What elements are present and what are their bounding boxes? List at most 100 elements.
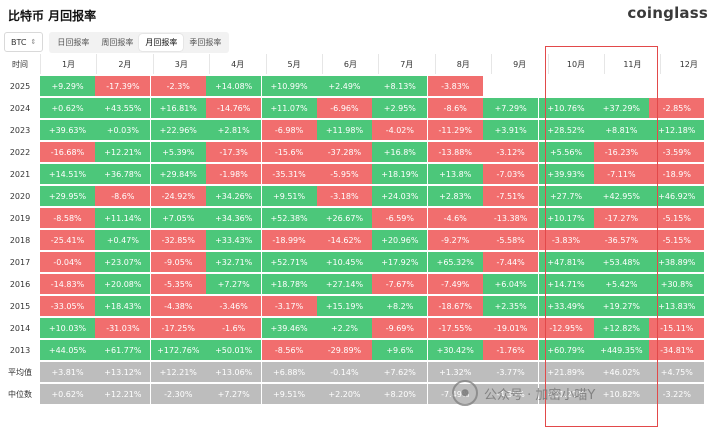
- table-row: 2018 -25.41% +0.47% -32.85% +33.43% -18.99% -1…: [0, 230, 720, 250]
- table-cell: -14.76%: [206, 98, 262, 118]
- row-label: 平均值: [8, 367, 32, 377]
- table-cell: -5.95%: [316, 164, 372, 184]
- coin-select[interactable]: BTC ⇕: [4, 32, 44, 52]
- tab-0[interactable]: 日回报率: [57, 37, 90, 47]
- column-header: 11月: [603, 54, 660, 74]
- table-cell: +33.43%: [206, 230, 262, 250]
- table-cell: -3.17%: [261, 296, 317, 316]
- table-row: 2021 +14.51% +36.78% +29.84% -1.98% -35.31% -5…: [0, 164, 720, 184]
- table-cell: -0.14%: [316, 362, 372, 382]
- table-cell: +19.27%: [593, 296, 649, 316]
- table-cell: +12.82%: [593, 318, 649, 338]
- table-cell: +12.21%: [95, 384, 151, 404]
- table-cell: +27.14%: [316, 274, 372, 294]
- table-cell: +60.79%: [538, 340, 594, 360]
- tab-1[interactable]: 周回报率: [101, 37, 134, 47]
- table-cell: +0.62%: [40, 384, 95, 404]
- table-cell: +28.52%: [538, 120, 594, 140]
- table-cell: [483, 76, 538, 96]
- column-header: 6月: [321, 54, 378, 74]
- row-label: 2021: [9, 169, 31, 179]
- table-cell: +12.18%: [649, 120, 705, 140]
- table-cell: +52.71%: [261, 252, 317, 272]
- table-cell: +7.62%: [372, 362, 428, 382]
- table-cell: +36.78%: [95, 164, 151, 184]
- table-cell: +0.47%: [95, 230, 151, 250]
- table-cell: +65.32%: [427, 252, 483, 272]
- row-label: 时间: [12, 59, 28, 69]
- table-cell: +10.99%: [261, 76, 317, 96]
- table-cell: +44.05%: [40, 340, 95, 360]
- table-cell: +8.81%: [593, 120, 649, 140]
- table-cell: +7.05%: [150, 208, 206, 228]
- table-cell: +10.76%: [538, 98, 594, 118]
- table-cell: +53.48%: [593, 252, 649, 272]
- table-cell: +12.21%: [150, 362, 206, 382]
- table-cell: +20.08%: [95, 274, 151, 294]
- table-cell: +12.21%: [95, 142, 151, 162]
- table-cell: -18.67%: [427, 296, 483, 316]
- table-cell: +46.02%: [593, 362, 649, 382]
- tab-2[interactable]: 月回报率: [139, 33, 184, 51]
- chevron-updown-icon: ⇕: [30, 38, 37, 46]
- table-cell: +5.56%: [538, 142, 594, 162]
- table-cell: +5.39%: [150, 142, 206, 162]
- table-cell: +2.20%: [316, 384, 372, 404]
- table-cell: -16.68%: [40, 142, 95, 162]
- table-cell: +10.82%: [593, 384, 649, 404]
- tab-3[interactable]: 季回报率: [189, 37, 222, 47]
- table-row: 2024 +0.62% +43.55% +16.81% -14.76% +11.07% -6…: [0, 98, 720, 118]
- table-cell: +17.92%: [372, 252, 428, 272]
- table-cell: -3.46%: [206, 296, 262, 316]
- coin-select-value: BTC: [11, 37, 27, 47]
- table-cell: -35.31%: [261, 164, 317, 184]
- table-cell: +2.49%: [316, 76, 372, 96]
- table-cell: +10.03%: [40, 318, 95, 338]
- table-cell: -18.9%: [649, 164, 705, 184]
- table-cell: +30.42%: [427, 340, 483, 360]
- table-cell: -32.85%: [150, 230, 206, 250]
- table-cell: -17.27%: [593, 208, 649, 228]
- column-header: 3月: [152, 54, 209, 74]
- table-cell: +6.88%: [261, 362, 317, 382]
- table-cell: -7.03%: [483, 164, 539, 184]
- table-cell: -1.6%: [206, 318, 262, 338]
- column-header: 4月: [209, 54, 265, 74]
- table-cell: -5.15%: [649, 230, 705, 250]
- table-cell: +13.06%: [206, 362, 262, 382]
- table-cell: +9.29%: [40, 76, 95, 96]
- table-cell: +32.71%: [206, 252, 262, 272]
- table-cell: +10.45%: [316, 252, 372, 272]
- table-cell: +7.27%: [206, 274, 262, 294]
- table-cell: -3.18%: [316, 186, 372, 206]
- row-label: 2016: [9, 279, 31, 289]
- table-cell: +61.77%: [95, 340, 151, 360]
- table-cell: +34.26%: [206, 186, 262, 206]
- table-cell: -17.25%: [150, 318, 206, 338]
- table-cell: -4.35%: [483, 384, 539, 404]
- table-cell: -7.51%: [483, 186, 539, 206]
- table-cell: +23.07%: [95, 252, 151, 272]
- table-cell: +16.81%: [150, 98, 206, 118]
- table-cell: +37.29%: [593, 98, 649, 118]
- column-header: 12月: [660, 54, 716, 74]
- table-cell: +2.35%: [483, 296, 539, 316]
- table-cell: -9.69%: [372, 318, 428, 338]
- table-cell: -34.81%: [649, 340, 705, 360]
- returns-table: 时间 1月 2月 3月 4月 5月 6月 7月 8月 9月 10月 11月 12月 2025 +9.29% -…: [0, 54, 720, 406]
- table-cell: -3.59%: [649, 142, 705, 162]
- table-row: 2017 -0.04% +23.07% -9.05% +32.71% +52.71% +10…: [0, 252, 720, 272]
- row-label: 2015: [9, 301, 31, 311]
- table-cell: +172.76%: [150, 340, 206, 360]
- header: 比特币 月回报率 coinglass: [0, 0, 720, 30]
- table-row: 2014 +10.03% -31.03% -17.25% -1.6% +39.46% +2.…: [0, 318, 720, 338]
- table-cell: -7.11%: [593, 164, 649, 184]
- table-cell: -11.29%: [427, 120, 483, 140]
- table-row: 2015 -33.05% +18.43% -4.38% -3.46% -3.17% +15.…: [0, 296, 720, 316]
- table-cell: +43.55%: [95, 98, 151, 118]
- table-cell: +5.42%: [593, 274, 649, 294]
- table-cell: -6.59%: [372, 208, 428, 228]
- table-cell: -7.44%: [483, 252, 539, 272]
- row-label: 2019: [9, 213, 31, 223]
- table-cell: +30.8%: [649, 274, 705, 294]
